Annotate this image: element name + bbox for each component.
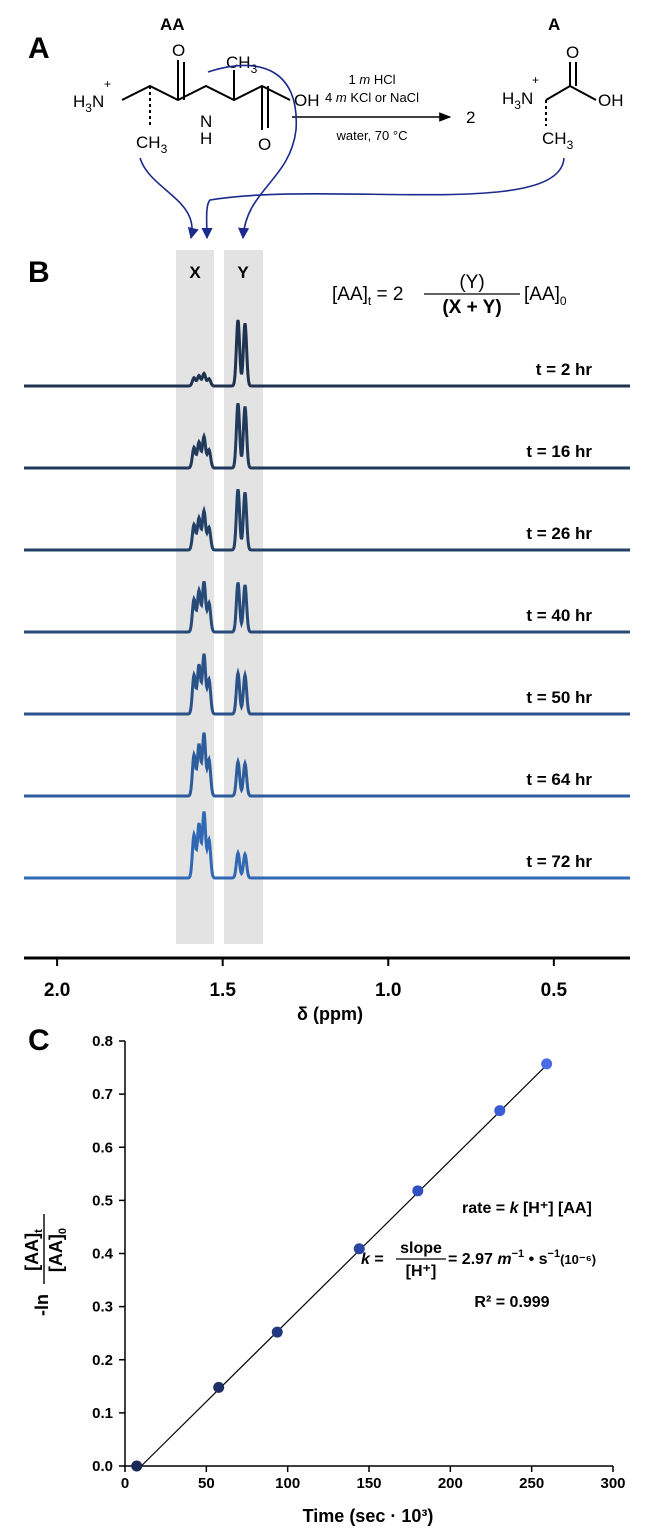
amide-hydrogen: H bbox=[200, 129, 212, 148]
ppm-tick-label: 0.5 bbox=[541, 980, 568, 1001]
y-tick-label: 0.8 bbox=[92, 1033, 113, 1050]
x-tick-label: 250 bbox=[519, 1475, 544, 1492]
panel-a: A AA A H3N + O N H CH3 OH O CH3 1 m HCl … bbox=[28, 15, 624, 240]
product-methyl: CH3 bbox=[542, 129, 574, 152]
data-point bbox=[494, 1105, 506, 1117]
spectrum-time-label: t = 16 hr bbox=[526, 442, 592, 461]
data-point bbox=[541, 1058, 553, 1070]
y-tick-label: 0.6 bbox=[92, 1139, 113, 1156]
data-point bbox=[353, 1243, 365, 1255]
y-tick-label: 0.3 bbox=[92, 1299, 113, 1316]
peak-label-y: Y bbox=[237, 263, 249, 282]
amide-nitrogen: N bbox=[200, 112, 212, 131]
y-tick-label: 0.5 bbox=[92, 1192, 113, 1209]
x-tick-label: 100 bbox=[275, 1475, 300, 1492]
nmr-spectrum-trace bbox=[24, 580, 630, 634]
methyl-top: CH3 bbox=[226, 53, 258, 76]
y-label-denominator: [AA]0 bbox=[46, 1228, 69, 1272]
concentration-formula: [AA]t = 2 (Y) (X + Y) [AA]0 bbox=[332, 272, 567, 318]
arrow-to-x-1 bbox=[139, 157, 199, 240]
nmr-spectrum-trace bbox=[24, 403, 630, 470]
nmr-spectrum-trace bbox=[24, 653, 630, 716]
panel-label-c: C bbox=[28, 1024, 50, 1057]
spectrum-time-label: t = 50 hr bbox=[526, 688, 592, 707]
product-label: A bbox=[548, 15, 560, 34]
k-denominator: [H⁺] bbox=[406, 1263, 437, 1280]
product-hydroxyl: OH bbox=[598, 91, 624, 110]
condition-solvent: water, 70 °C bbox=[336, 128, 408, 143]
panel-label-b: B bbox=[28, 256, 50, 289]
x-tick-label: 0 bbox=[121, 1475, 129, 1492]
product-oxygen: O bbox=[566, 43, 579, 62]
stoichiometric-coefficient: 2 bbox=[466, 108, 475, 127]
nmr-spectrum-trace bbox=[24, 319, 630, 388]
spectrum-time-label: t = 26 hr bbox=[526, 524, 592, 543]
ppm-axis-ticks: 2.0 1.5 1.0 0.5 bbox=[44, 958, 568, 1001]
nmr-spectrum-trace bbox=[24, 489, 630, 552]
arrow-to-x-2 bbox=[201, 157, 565, 240]
data-point bbox=[213, 1381, 225, 1393]
linear-fit-line bbox=[140, 1063, 549, 1467]
r-squared: R² = 0.999 bbox=[474, 1294, 549, 1311]
y-axis-label: -ln [AA]t [AA]0 bbox=[22, 1214, 69, 1316]
data-point bbox=[271, 1326, 283, 1338]
dipeptide-structure bbox=[121, 60, 291, 130]
panel-b: B X Y [AA]t = 2 (Y) (X + Y) [AA]0 t = 2 … bbox=[24, 250, 630, 1024]
x-tick-label: 200 bbox=[438, 1475, 463, 1492]
arrow-to-y bbox=[207, 64, 297, 240]
spectrum-time-label: t = 72 hr bbox=[526, 852, 592, 871]
y-label-neg-ln: -ln bbox=[32, 1294, 52, 1316]
rate-law: rate = k [H⁺] [AA] bbox=[462, 1200, 592, 1217]
x-axis-label: Time (sec · 10³) bbox=[303, 1506, 434, 1526]
spectrum-time-label: t = 40 hr bbox=[526, 606, 592, 625]
formula-lhs: [AA]t = 2 bbox=[332, 284, 403, 308]
ammonium-charge: + bbox=[104, 77, 111, 91]
formula-rhs: [AA]0 bbox=[524, 284, 567, 308]
x-tick-label: 150 bbox=[356, 1475, 381, 1492]
y-label-numerator: [AA]t bbox=[22, 1229, 45, 1271]
spectrum-time-label: t = 2 hr bbox=[536, 360, 593, 379]
assignment-arrows bbox=[139, 64, 565, 240]
y-tick-label: 0.0 bbox=[92, 1458, 113, 1475]
nmr-spectrum-trace bbox=[24, 732, 630, 798]
ppm-tick-label: 1.5 bbox=[209, 980, 236, 1001]
hydroxyl-1: OH bbox=[294, 91, 320, 110]
data-points bbox=[131, 1058, 553, 1472]
ppm-tick-label: 1.0 bbox=[375, 980, 401, 1001]
formula-denominator: (X + Y) bbox=[442, 297, 501, 318]
x-tick-label: 50 bbox=[198, 1475, 215, 1492]
x-tick-label: 300 bbox=[600, 1475, 625, 1492]
y-tick-label: 0.2 bbox=[92, 1352, 113, 1369]
y-tick-label: 0.7 bbox=[92, 1086, 113, 1103]
highlight-band-x bbox=[176, 250, 214, 944]
panel-c: C 0 50 100 150 200 250 300 0.0 0.1 0.2 0.3 0.4 0.5 0.… bbox=[22, 1024, 626, 1526]
formula-numerator: (Y) bbox=[459, 272, 484, 293]
spectra-stack: t = 2 hr t = 16 hr t = 26 hr t = 40 hr t = 5… bbox=[24, 319, 630, 880]
product-charge: + bbox=[532, 73, 539, 87]
nmr-spectrum-trace bbox=[24, 811, 630, 880]
panel-label-a: A bbox=[28, 32, 50, 65]
ppm-axis-label: δ (ppm) bbox=[297, 1004, 363, 1024]
k-numerator: slope bbox=[400, 1240, 442, 1257]
reactant-label: AA bbox=[160, 15, 185, 34]
peak-label-x: X bbox=[189, 263, 201, 282]
data-point bbox=[131, 1460, 143, 1472]
y-tick-label: 0.1 bbox=[92, 1405, 113, 1422]
condition-salt: 4 m KCl or NaCl bbox=[325, 90, 419, 105]
condition-acid: 1 m HCl bbox=[349, 72, 396, 87]
data-point bbox=[412, 1185, 424, 1197]
k-value: = 2.97 m−1 • s−1(10⁻⁶) bbox=[448, 1248, 596, 1268]
carbonyl-oxygen-1: O bbox=[172, 41, 185, 60]
ammonium-group: H3N bbox=[73, 92, 104, 115]
svg-text:k =: k = bbox=[361, 1251, 384, 1268]
y-tick-label: 0.4 bbox=[92, 1246, 114, 1263]
carbonyl-oxygen-2: O bbox=[258, 135, 271, 154]
alanine-structure bbox=[545, 62, 597, 126]
methyl-bottom: CH3 bbox=[136, 133, 168, 156]
rate-constant-expression: k = slope [H⁺] = 2.97 m−1 • s−1(10⁻⁶) bbox=[361, 1240, 596, 1280]
product-ammonium: H3N bbox=[502, 89, 533, 112]
spectrum-time-label: t = 64 hr bbox=[526, 770, 592, 789]
ppm-tick-label: 2.0 bbox=[44, 980, 70, 1001]
